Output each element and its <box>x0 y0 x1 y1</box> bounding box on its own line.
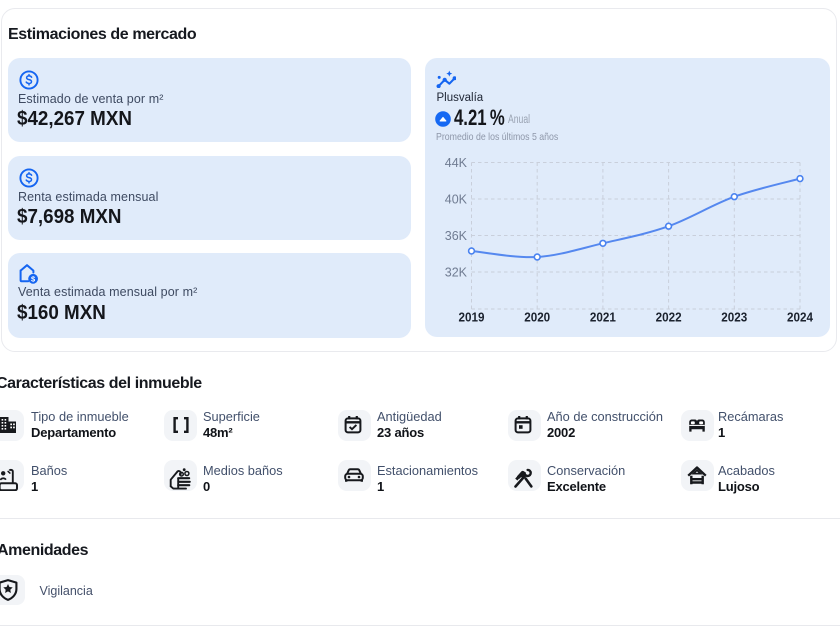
svg-text:36K: 36K <box>445 229 468 243</box>
svg-text:2020: 2020 <box>524 309 550 324</box>
svg-text:2022: 2022 <box>656 309 682 324</box>
svg-text:2023: 2023 <box>721 309 747 324</box>
svg-text:$: $ <box>31 274 36 283</box>
svg-text:32K: 32K <box>445 265 468 279</box>
svg-text:2019: 2019 <box>459 309 485 324</box>
svg-text:40K: 40K <box>445 192 468 206</box>
svg-text:2024: 2024 <box>787 309 814 324</box>
svg-text:44K: 44K <box>445 156 468 170</box>
svg-text:2021: 2021 <box>590 309 616 324</box>
